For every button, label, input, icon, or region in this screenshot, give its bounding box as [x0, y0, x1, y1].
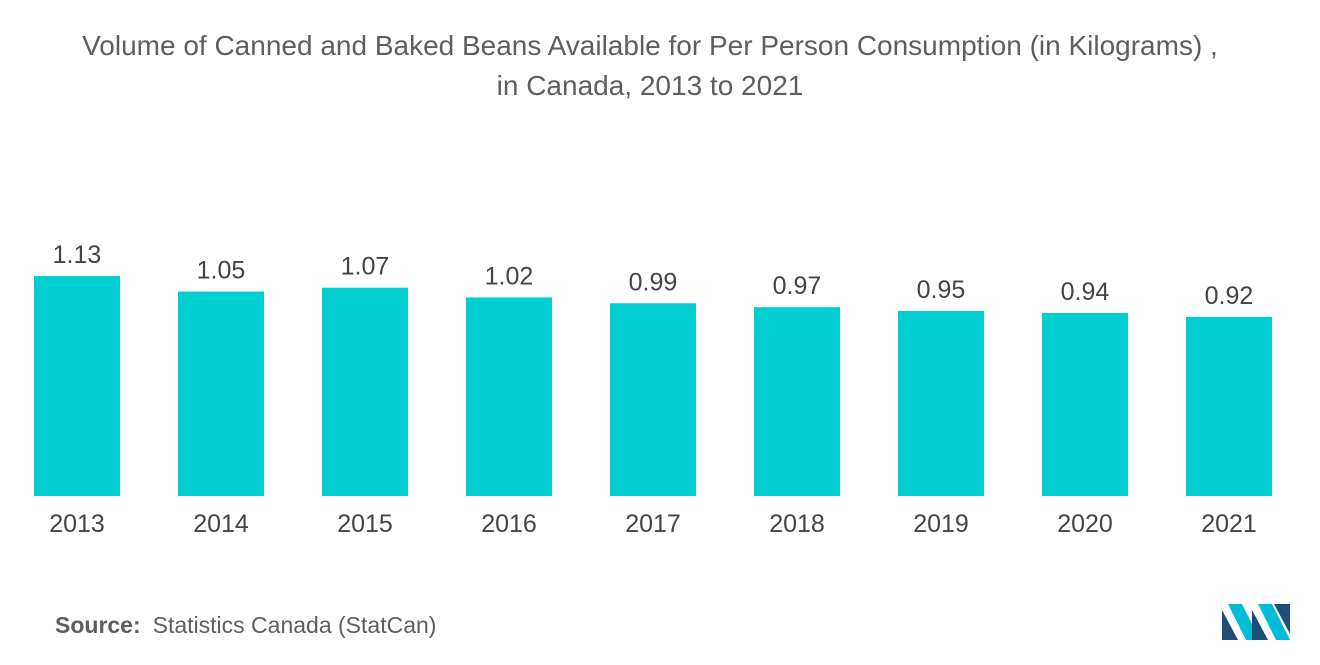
source-label: Source: [55, 612, 141, 638]
bar-2020 [1042, 313, 1128, 496]
value-label-2021: 0.92 [1205, 282, 1254, 310]
value-label-2016: 1.02 [485, 262, 534, 290]
bar-2015 [322, 287, 408, 496]
value-label-2020: 0.94 [1061, 278, 1110, 306]
x-tick-label-2016: 2016 [481, 510, 537, 538]
bar-2018 [754, 307, 840, 496]
brand-logo-icon [1222, 604, 1290, 640]
bar-2019 [898, 311, 984, 496]
value-label-2017: 0.99 [629, 268, 678, 296]
x-tick-label-2018: 2018 [769, 510, 825, 538]
chart-title: Volume of Canned and Baked Beans Availab… [82, 30, 1218, 61]
bar-2016 [466, 297, 552, 496]
x-tick-label-2020: 2020 [1057, 510, 1113, 538]
bar-2014 [178, 291, 264, 496]
source-text: Statistics Canada (StatCan) [152, 612, 437, 638]
value-label-2013: 1.13 [53, 241, 102, 269]
chart-title-block: Volume of Canned and Baked Beans Availab… [0, 26, 1300, 106]
chart-subtitle: in Canada, 2013 to 2021 [496, 70, 804, 101]
x-tick-label-2021: 2021 [1201, 510, 1257, 538]
source-note: Source: Statistics Canada (StatCan) [55, 612, 436, 639]
x-tick-label-2014: 2014 [193, 510, 249, 538]
x-tick-label-2015: 2015 [337, 510, 393, 538]
x-tick-label-2019: 2019 [913, 510, 969, 538]
value-label-2014: 1.05 [197, 257, 246, 285]
bar-2021 [1186, 316, 1272, 496]
x-tick-label-2017: 2017 [625, 510, 681, 538]
value-label-2015: 1.07 [341, 253, 390, 281]
bar-2013 [34, 276, 120, 496]
x-tick-label-2013: 2013 [49, 510, 105, 538]
bar-2017 [610, 303, 696, 496]
value-label-2019: 0.95 [917, 276, 966, 304]
value-label-2018: 0.97 [773, 272, 822, 300]
